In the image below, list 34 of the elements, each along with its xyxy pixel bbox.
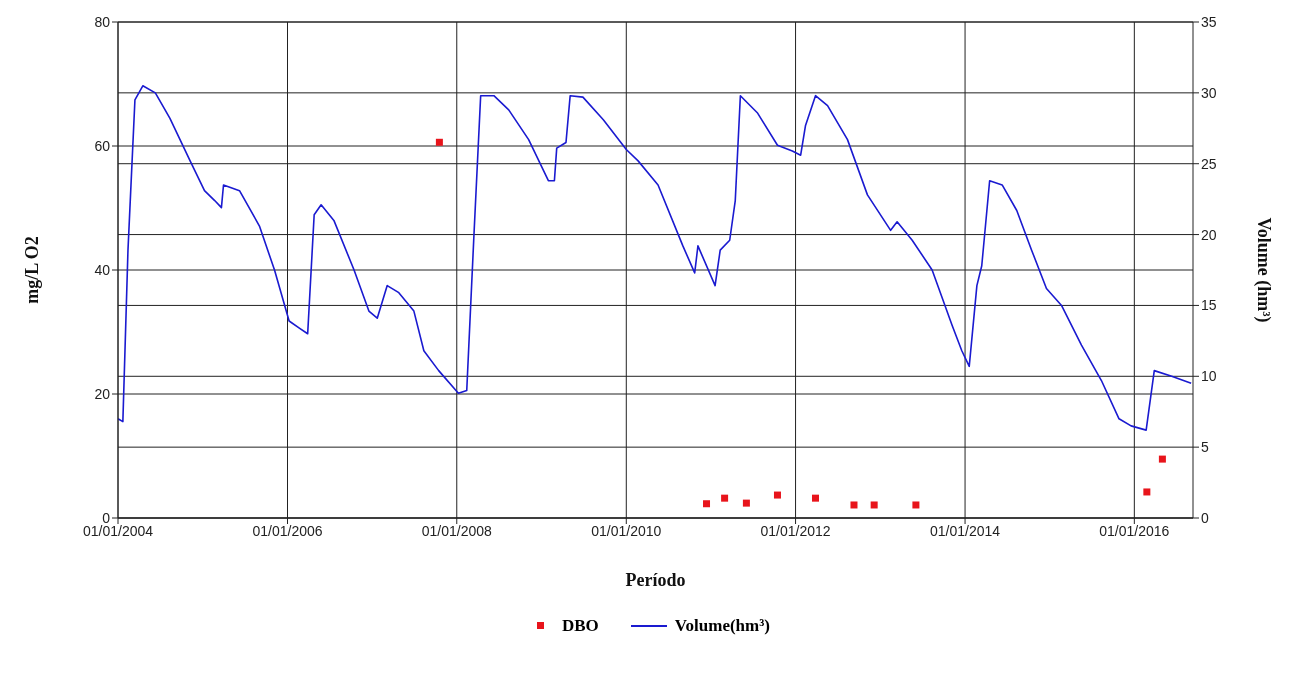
y2-tick-label: 0	[1201, 509, 1209, 526]
y2-tick-label: 15	[1201, 297, 1217, 314]
x-tick-label: 01/01/2012	[760, 522, 831, 539]
point	[435, 138, 443, 146]
point	[912, 501, 920, 509]
point	[773, 491, 781, 499]
x-tick-label: 01/01/2016	[1099, 522, 1170, 539]
y2-axis-title: Volume (hm³)	[1252, 217, 1274, 323]
x-tick-label: 01/01/2006	[252, 522, 323, 539]
y2-tick-label: 10	[1201, 368, 1217, 385]
point	[1158, 455, 1166, 463]
point	[850, 501, 858, 509]
x-tick-label: 01/01/2014	[930, 522, 1001, 539]
y2-tick-label: 5	[1201, 439, 1209, 456]
y2-tick-label: 20	[1201, 226, 1217, 243]
y2-tick-label: 25	[1201, 155, 1217, 172]
y-tick-label: 20	[94, 385, 111, 402]
x-tick-label: 01/01/2008	[421, 522, 493, 539]
y2-tick-label: 30	[1201, 84, 1217, 101]
y-axis-title: mg/L O2	[22, 236, 43, 304]
point	[742, 499, 750, 507]
y-tick-label: 60	[94, 137, 111, 154]
y-tick-label: 80	[94, 13, 111, 30]
x-axis-title: Período	[625, 570, 686, 590]
point	[870, 501, 878, 509]
point	[721, 494, 729, 502]
y2-tick-label: 35	[1201, 13, 1217, 30]
legend-label: Volume(hm³)	[674, 616, 770, 636]
x-tick-label: 01/01/2010	[591, 522, 662, 539]
point	[1143, 488, 1151, 496]
legend-label: DBO	[562, 616, 599, 636]
point	[703, 500, 711, 508]
y-tick-label: 40	[94, 261, 111, 278]
point	[812, 494, 819, 502]
